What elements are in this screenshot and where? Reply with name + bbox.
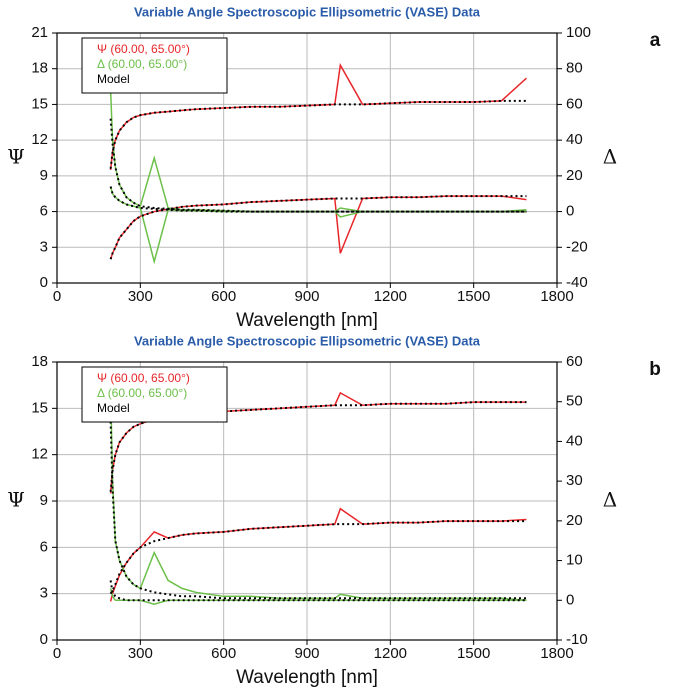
x-tick-label: 300 xyxy=(128,645,153,662)
y2-tick-label: 20 xyxy=(566,167,583,184)
x-axis-label: Wavelength [nm] xyxy=(236,667,378,688)
y2-tick-label: 20 xyxy=(566,512,583,529)
y2-tick-label: 40 xyxy=(566,131,583,148)
series-line xyxy=(109,195,527,260)
legend-box xyxy=(81,366,228,423)
x-tick-label: 1500 xyxy=(457,645,490,662)
y2-tick-label: 60 xyxy=(566,353,583,370)
y2-tick-label: -20 xyxy=(566,238,588,255)
panel-label: a xyxy=(650,30,661,51)
y2-tick-label: 100 xyxy=(566,24,591,41)
y-tick-label: 3 xyxy=(40,585,48,602)
x-tick-label: 900 xyxy=(294,645,319,662)
y2-tick-label: -10 xyxy=(566,631,588,648)
y-tick-label: 15 xyxy=(31,95,48,112)
y2-tick-label: -40 xyxy=(566,274,588,291)
y-tick-label: 3 xyxy=(40,238,48,255)
x-tick-label: 300 xyxy=(128,288,153,305)
x-axis-label: Wavelength [nm] xyxy=(236,310,378,331)
legend-box xyxy=(81,37,228,94)
y-tick-label: 21 xyxy=(31,24,48,41)
y2-tick-label: 0 xyxy=(566,203,574,220)
y-tick-label: 18 xyxy=(31,353,48,370)
x-tick-label: 1200 xyxy=(374,288,407,305)
plot-frame xyxy=(56,361,558,641)
x-tick-label: 0 xyxy=(53,288,61,305)
series-line xyxy=(109,62,527,170)
legend-entry: Δ (60.00, 65.00°) xyxy=(97,386,187,400)
y-tick-label: 12 xyxy=(31,446,48,463)
y-tick-label: 9 xyxy=(40,492,48,509)
chart: 0 300 600 900 1200 1500 1800 0 3 6 9 12 15 18 -10 0 10 20… xyxy=(7,333,661,688)
series-line xyxy=(109,401,527,492)
y2-tick-label: 10 xyxy=(566,552,583,569)
y-tick-label: 9 xyxy=(40,167,48,184)
series-line xyxy=(109,580,527,602)
y-tick-label: 0 xyxy=(40,274,48,291)
x-tick-label: 600 xyxy=(211,288,236,305)
y2-axis-label: Δ xyxy=(603,488,617,512)
x-tick-label: 900 xyxy=(294,288,319,305)
y2-tick-label: 50 xyxy=(566,393,583,410)
x-tick-label: 600 xyxy=(211,645,236,662)
chart-title: Variable Angle Spectroscopic Ellipsometr… xyxy=(134,333,481,348)
y2-tick-label: 60 xyxy=(566,95,583,112)
y-tick-label: 18 xyxy=(31,60,48,77)
chart: 0 300 600 900 1200 1500 1800036912151821-40-20… xyxy=(7,4,660,331)
legend-entry: Ψ (60.00, 65.00°) xyxy=(97,371,190,385)
x-tick-label: 1800 xyxy=(540,288,573,305)
plot-frame xyxy=(56,32,558,284)
y2-tick-label: 30 xyxy=(566,472,583,489)
series-line xyxy=(109,186,527,213)
y-axis-label: Ψ xyxy=(7,145,25,169)
x-tick-label: 1500 xyxy=(457,288,490,305)
x-tick-label: 0 xyxy=(53,645,61,662)
series-line xyxy=(109,520,527,595)
legend-entry: Δ (60.00, 65.00°) xyxy=(97,57,187,71)
y2-axis-label: Δ xyxy=(603,145,617,169)
y-tick-label: 0 xyxy=(40,631,48,648)
chart-title: Variable Angle Spectroscopic Ellipsometr… xyxy=(134,4,481,19)
y-tick-label: 6 xyxy=(40,538,48,555)
y-tick-label: 12 xyxy=(31,131,48,148)
panel-label: b xyxy=(649,359,661,380)
series-line xyxy=(109,385,527,602)
legend-entry: Ψ (60.00, 65.00°) xyxy=(97,42,190,56)
y2-tick-label: 40 xyxy=(566,432,583,449)
x-tick-label: 1800 xyxy=(540,645,573,662)
y-tick-label: 6 xyxy=(40,203,48,220)
y2-tick-label: 80 xyxy=(566,60,583,77)
x-tick-label: 1200 xyxy=(374,645,407,662)
legend-entry: Model xyxy=(97,72,130,86)
y-axis-label: Ψ xyxy=(7,488,25,512)
legend-entry: Model xyxy=(97,401,130,415)
y-tick-label: 15 xyxy=(31,399,48,416)
y2-tick-label: 0 xyxy=(566,591,574,608)
